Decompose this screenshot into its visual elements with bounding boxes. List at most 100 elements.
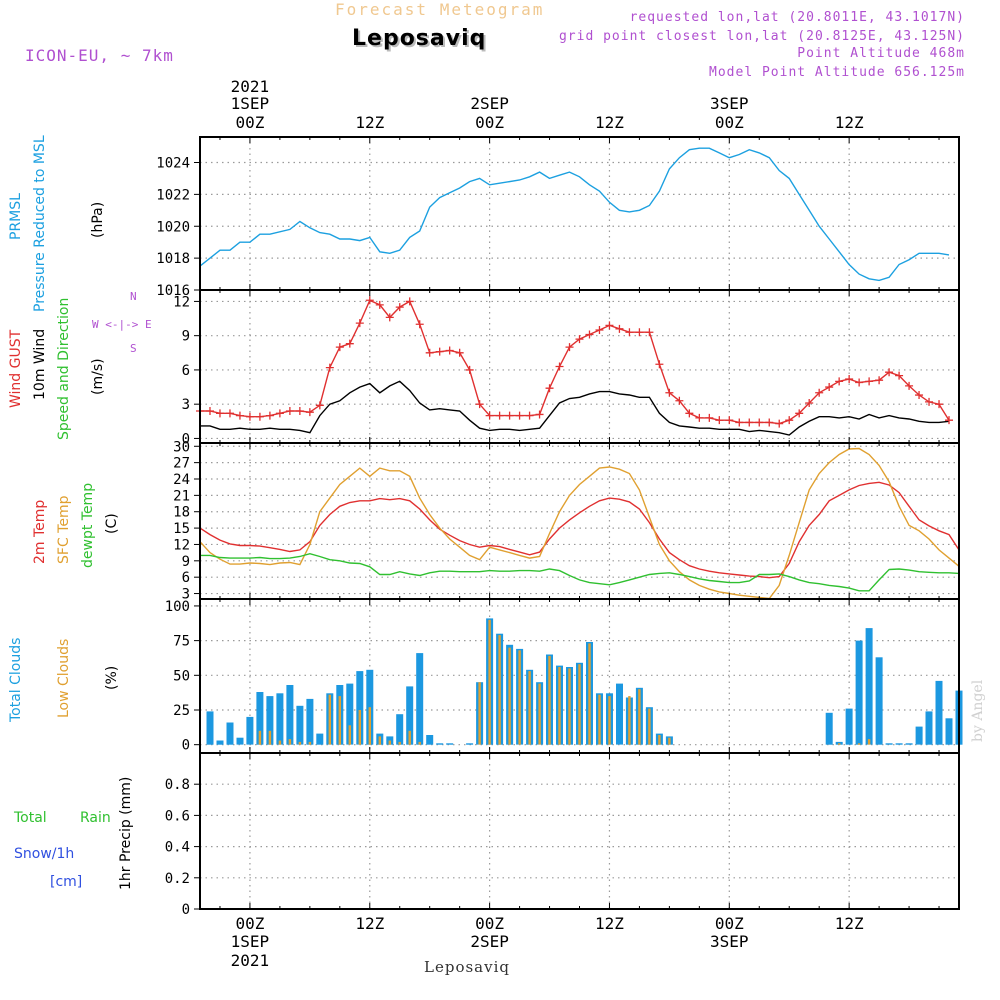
low-cloud-bar [857, 743, 861, 745]
gust-marker [435, 347, 444, 356]
chart-title: Leposaviq [352, 26, 487, 51]
total-clouds-label: Total Clouds [8, 637, 24, 722]
total-cloud-bar [416, 653, 424, 745]
prmsl-label: PRMSL [8, 193, 24, 240]
y-tick-label: 3 [182, 397, 190, 413]
precip-total-label: Total [14, 810, 47, 826]
temp-dewpt-label: dewpt Temp [80, 482, 96, 568]
y-tick-label: 75 [173, 634, 190, 650]
low-cloud-bar [588, 643, 591, 745]
gust-marker [225, 409, 234, 418]
y-tick-label: 0.2 [165, 871, 190, 887]
bottom-hour-label: 00Z [715, 914, 744, 933]
gust-marker [635, 328, 644, 337]
gust-marker [735, 418, 744, 427]
gust-marker [885, 368, 894, 377]
low-cloud-bar [308, 741, 312, 745]
total-cloud-bar [356, 671, 364, 745]
top-hour-label: 12Z [355, 113, 384, 132]
gust-marker [295, 407, 304, 416]
gust-marker [815, 388, 824, 397]
total-cloud-bar [296, 705, 304, 745]
low-cloud-bar [338, 696, 341, 745]
gust-marker [745, 418, 754, 427]
clouds-unit: (%) [104, 665, 120, 690]
total-cloud-bar [286, 685, 294, 745]
gust-marker [485, 411, 494, 420]
y-tick-label: 6 [182, 363, 190, 379]
total-cloud-bar [885, 743, 893, 745]
low-cloud-bar [278, 740, 282, 745]
gust-marker [555, 362, 564, 371]
bottom-hour-label: 12Z [595, 914, 624, 933]
low-cloud-bar [558, 667, 561, 745]
wind-speed-dir-label: Speed and Direction [56, 297, 72, 440]
model-label: ICON-EU, ~ 7km [25, 46, 174, 65]
panel-frame [199, 289, 960, 444]
total-cloud-bar [276, 693, 284, 745]
precip-snow-label: Snow/1h [14, 846, 75, 862]
gust-marker [325, 363, 334, 372]
gust-marker [245, 412, 254, 421]
series-dewpt-temp [200, 552, 960, 592]
gust-marker [495, 411, 504, 420]
gust-marker [525, 411, 534, 420]
total-cloud-bar [426, 735, 434, 745]
low-cloud-bar [298, 741, 302, 745]
top-hour-label: 00Z [715, 113, 744, 132]
gust-marker [415, 320, 424, 329]
total-cloud-bar [616, 683, 623, 745]
total-cloud-bar [346, 683, 354, 745]
total-cloud-bar [406, 686, 414, 745]
y-tick-label: 9 [182, 329, 190, 345]
total-cloud-bar [935, 680, 943, 745]
gust-marker [575, 335, 584, 344]
gust-marker [655, 360, 664, 369]
precip-rain-label: Rain [80, 810, 111, 826]
total-cloud-bar [865, 628, 873, 745]
grid-coords: grid point closest lon,lat (20.8125E, 43… [558, 29, 965, 44]
gust-marker [645, 328, 654, 337]
top-hour-label: 12Z [595, 113, 624, 132]
wind-unit: (m/s) [90, 358, 106, 395]
series-10m-wind [200, 380, 950, 436]
low-cloud-bar [258, 730, 262, 745]
low-cloud-bar [288, 739, 292, 745]
low-cloud-bar [268, 730, 272, 745]
low-cloud-bar [528, 671, 531, 745]
total-cloud-bar [895, 743, 903, 745]
gust-marker [675, 396, 684, 405]
gust-marker [605, 321, 614, 330]
bottom-year-label: 2021 [231, 951, 270, 970]
low-cloud-bar [598, 694, 601, 745]
gust-marker [375, 300, 384, 309]
total-cloud-bar [915, 726, 923, 745]
y-tick-label: 9 [182, 554, 190, 570]
panel-frame [199, 136, 960, 291]
gust-marker [845, 375, 854, 384]
total-cloud-bar [256, 692, 264, 745]
low-cloud-bar [328, 694, 331, 745]
low-cloud-bar [638, 689, 641, 745]
y-tick-label: 0 [182, 738, 190, 754]
gust-marker [235, 411, 244, 420]
precip-axis-label: 1hr Precip (mm) [118, 776, 134, 890]
low-cloud-bar [378, 736, 381, 745]
bottom-hour-label: 12Z [835, 914, 864, 933]
point-altitude: Point Altitude 468m [797, 46, 965, 61]
compass-s: S [130, 342, 137, 355]
top-hour-label: 00Z [235, 113, 264, 132]
gust-marker [365, 296, 374, 305]
bottom-hour-label: 00Z [475, 914, 504, 933]
total-cloud-bar [236, 737, 244, 745]
gust-marker [305, 408, 314, 417]
low-cloud-bar [508, 647, 511, 745]
gust-marker [205, 407, 214, 416]
gust-marker [595, 325, 604, 334]
panel-frame [199, 442, 960, 600]
total-cloud-bar [905, 743, 913, 745]
gust-marker [545, 384, 554, 393]
y-tick-label: 15 [173, 521, 190, 537]
y-tick-label: 0.6 [165, 808, 190, 824]
